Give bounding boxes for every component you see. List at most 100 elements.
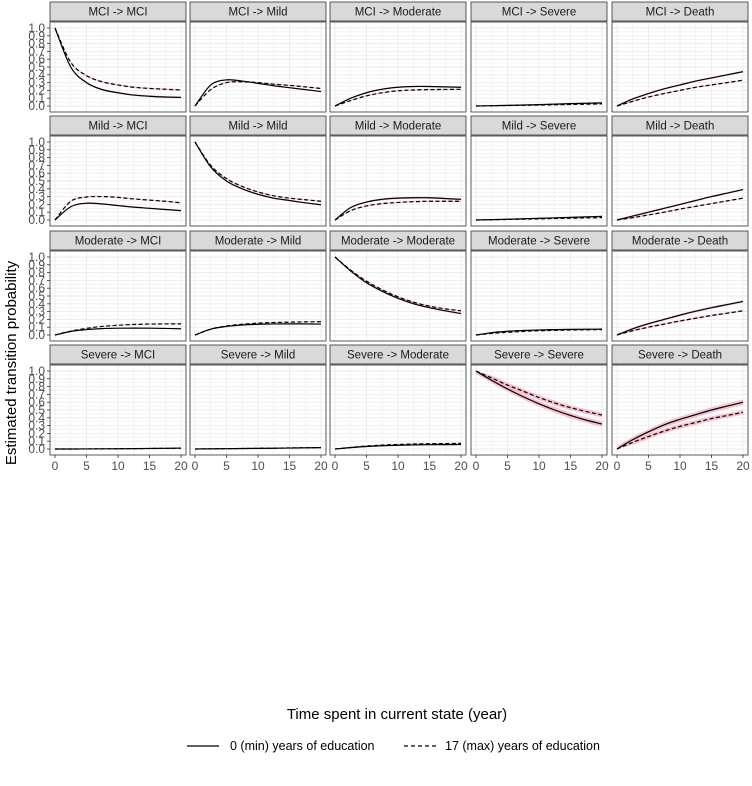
- y-tick-label: 0.2: [28, 312, 45, 326]
- panel-moderate-death: Moderate -> Death: [611, 230, 749, 342]
- y-tick-label: 0.0: [28, 99, 45, 113]
- series-line-min-education: [475, 370, 603, 425]
- gridlines: [471, 22, 607, 112]
- panel-mild-mild: Mild -> Mild: [189, 115, 327, 227]
- y-tick-label: 0.4: [28, 182, 45, 196]
- y-tick-label: 0.0: [28, 213, 45, 227]
- strip-background: [329, 115, 467, 136]
- series-line-max-education: [54, 447, 182, 450]
- ci-band-max-education: [617, 410, 743, 449]
- series-line-min-education: [616, 188, 744, 221]
- x-tick-label: 20: [454, 459, 468, 473]
- x-tick-label: 15: [564, 459, 578, 473]
- x-tick-label: 10: [251, 459, 265, 473]
- panel-mci-death: MCI -> Death: [611, 1, 749, 113]
- series-line-max-education: [334, 256, 462, 312]
- y-tick-label: 0.3: [28, 76, 45, 90]
- panel-severe-severe: Severe -> Severe 0 5 10 15 20: [470, 344, 609, 473]
- x-tick-label: 0: [332, 459, 339, 473]
- x-tick-label: 10: [391, 459, 405, 473]
- series-line-max-education: [475, 329, 603, 336]
- strip-background: [470, 344, 608, 365]
- x-tick-label: 15: [283, 459, 297, 473]
- gridlines: [330, 136, 466, 226]
- strip-title: MCI -> Severe: [502, 7, 576, 19]
- x-tick-label: 5: [223, 459, 230, 473]
- strip-title: MCI -> Death: [646, 7, 715, 19]
- series-line-min-education: [54, 27, 182, 99]
- y-tick-label: 0.0: [28, 328, 45, 342]
- gridlines: [190, 251, 326, 341]
- y-tick-label: 0.8: [28, 37, 45, 51]
- y-tick-label: 0.7: [28, 273, 45, 287]
- gridlines: [330, 365, 466, 455]
- x-tick-label: 0: [614, 459, 621, 473]
- y-tick-label: 0.1: [28, 434, 45, 448]
- x-tick-label: 20: [736, 459, 750, 473]
- series-line-max-education: [54, 323, 182, 336]
- strip-title: Severe -> Severe: [494, 350, 584, 362]
- panel-border: [329, 250, 467, 342]
- y-tick-label: 1.0: [28, 21, 45, 35]
- series-line-max-education: [334, 88, 462, 107]
- strip-title: MCI -> MCI: [88, 7, 147, 19]
- strip-background: [189, 115, 327, 136]
- x-tick-label: 20: [174, 459, 188, 473]
- gridlines: [471, 136, 607, 226]
- y-tick-label: 0.5: [28, 60, 45, 74]
- strip-background: [49, 1, 187, 22]
- strip-title: Mild -> Moderate: [355, 121, 442, 133]
- strip-background: [470, 230, 608, 251]
- series-line-min-education: [334, 197, 462, 221]
- y-tick-label: 0.6: [28, 395, 45, 409]
- gridlines: [330, 251, 466, 341]
- strip-title: Moderate -> Severe: [488, 236, 590, 248]
- y-tick-label: 0.5: [28, 289, 45, 303]
- series-line-max-education: [616, 79, 744, 107]
- series-line-max-education: [616, 197, 744, 221]
- strip-title: Moderate -> Death: [632, 236, 728, 248]
- strip-title: Mild -> Mild: [228, 121, 287, 133]
- panel-mild-death: Mild -> Death: [611, 115, 749, 227]
- y-tick-label: 0.8: [28, 266, 45, 280]
- series-line-min-education: [194, 141, 322, 206]
- x-tick-label: 10: [532, 459, 546, 473]
- ci-band-min-education: [617, 399, 743, 449]
- strip-background: [611, 344, 749, 365]
- gridlines: [50, 136, 186, 226]
- series-line-min-education: [616, 71, 744, 107]
- strip-title: MCI -> Moderate: [355, 7, 442, 19]
- strip-title: Moderate -> MCI: [75, 236, 162, 248]
- y-tick-label: 0.2: [28, 83, 45, 97]
- panel-border: [470, 250, 608, 342]
- panel-mild-mci: Mild -> MCI 0.00.10.20.30.40.50.60.70.80.…: [28, 115, 187, 227]
- ci-band-max-education: [476, 371, 602, 418]
- panel-border: [189, 21, 327, 113]
- panel-mci-mild: MCI -> Mild: [189, 1, 327, 113]
- y-tick-label: 0.9: [28, 29, 45, 43]
- x-tick-label: 20: [314, 459, 328, 473]
- gridlines: [612, 136, 748, 226]
- strip-background: [189, 344, 327, 365]
- panel-grid: MCI -> MCI0.00.10.20.30.40.50.60.70.80.9…: [28, 1, 750, 473]
- strip-background: [189, 1, 327, 22]
- strip-background: [470, 1, 608, 22]
- series-line-min-education: [334, 256, 462, 315]
- y-tick-label: 0.6: [28, 52, 45, 66]
- y-tick-label: 1.0: [28, 250, 45, 264]
- y-tick-label: 0.0: [28, 442, 45, 456]
- series-line-min-education: [54, 202, 182, 221]
- x-tick-label: 5: [504, 459, 511, 473]
- series-line-min-education: [616, 401, 744, 450]
- series-line-max-education: [194, 141, 322, 202]
- gridlines: [190, 365, 326, 455]
- strip-background: [611, 1, 749, 22]
- y-tick-label: 0.7: [28, 158, 45, 172]
- strip-background: [329, 1, 467, 22]
- panel-mci-mci: MCI -> MCI 0.00.10.20.30.40.50.60.70.80.9…: [28, 1, 187, 113]
- gridlines: [190, 136, 326, 226]
- y-tick-label: 0.9: [28, 258, 45, 272]
- y-tick-label: 0.1: [28, 91, 45, 105]
- strip-background: [49, 230, 187, 251]
- panel-severe-moderate: Severe -> Moderate 0 5 10 15 20: [329, 344, 468, 473]
